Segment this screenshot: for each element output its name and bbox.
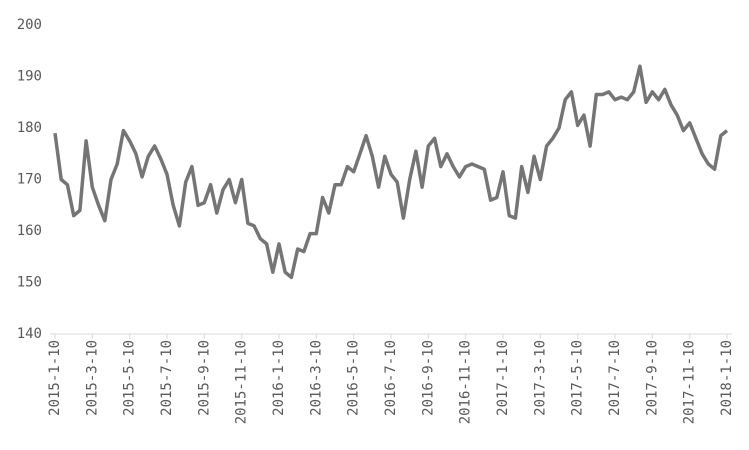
x-tick-label: 2016-7-10 <box>383 340 399 416</box>
y-tick-label: 180 <box>17 120 42 136</box>
x-tick-label: 2015-7-10 <box>159 340 175 416</box>
x-tick-label: 2015-11-10 <box>234 340 250 424</box>
x-tick-label: 2017-7-10 <box>607 340 623 416</box>
y-tick-label: 170 <box>17 172 42 188</box>
y-tick-label: 150 <box>17 275 42 291</box>
y-tick-label: 140 <box>17 326 42 342</box>
data-line <box>53 64 729 280</box>
x-tick-label: 2016-3-10 <box>308 340 324 416</box>
x-tick-label: 2017-1-10 <box>495 340 511 416</box>
x-tick-label: 2015-5-10 <box>122 340 138 416</box>
x-tick-label: 2016-1-10 <box>271 340 287 416</box>
x-tick-label: 2016-5-10 <box>346 340 362 416</box>
x-tick-label: 2017-11-10 <box>682 340 698 424</box>
x-tick-label: 2017-3-10 <box>532 340 548 416</box>
x-tick-label: 2017-5-10 <box>570 340 586 416</box>
x-tick-label: 2015-9-10 <box>196 340 212 416</box>
x-tick-label: 2015-3-10 <box>84 340 100 416</box>
x-tick-label: 2015-1-10 <box>47 340 63 416</box>
y-tick-label: 200 <box>17 17 42 33</box>
x-tick-label: 2017-9-10 <box>644 340 660 416</box>
y-tick-label: 190 <box>17 69 42 85</box>
x-tick-label: 2018-1-10 <box>719 340 735 416</box>
x-tick-label: 2016-11-10 <box>458 340 474 424</box>
x-tick-label: 2016-9-10 <box>420 340 436 416</box>
y-tick-label: 160 <box>17 223 42 239</box>
